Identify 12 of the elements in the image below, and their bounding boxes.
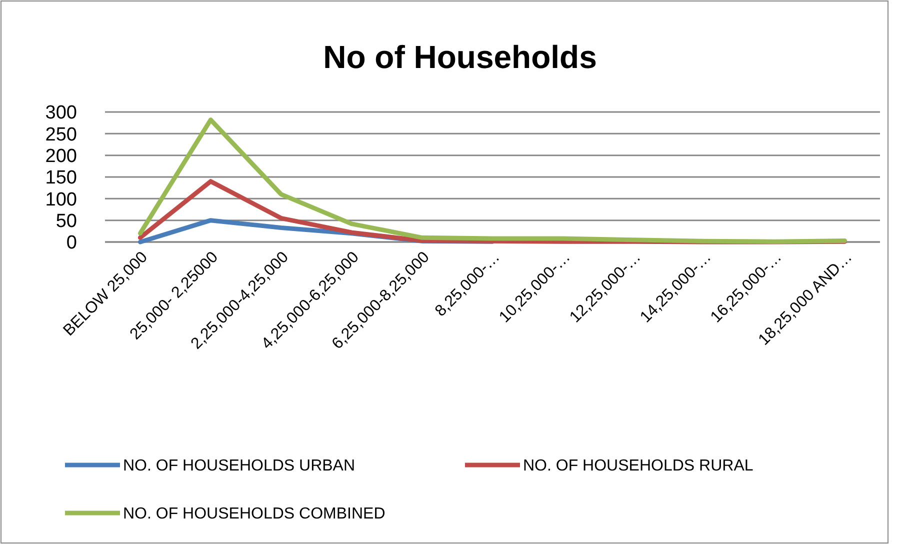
y-tick-label: 150: [45, 168, 77, 189]
chart-title: No of Households: [323, 39, 597, 75]
y-tick-label: 200: [45, 146, 77, 167]
y-tick-label: 50: [56, 210, 77, 232]
line-series: [138, 118, 848, 244]
legend-label: NO. OF HOUSEHOLDS COMBINED: [123, 506, 386, 523]
y-tick-label: 300: [45, 102, 77, 124]
legend-label: NO. OF HOUSEHOLDS RURAL: [523, 458, 754, 475]
y-tick-label: 0: [66, 232, 77, 254]
y-tick-label: 100: [45, 189, 77, 210]
y-tick-label: 250: [45, 124, 77, 146]
legend-label: NO. OF HOUSEHOLDS URBAN: [123, 458, 356, 475]
